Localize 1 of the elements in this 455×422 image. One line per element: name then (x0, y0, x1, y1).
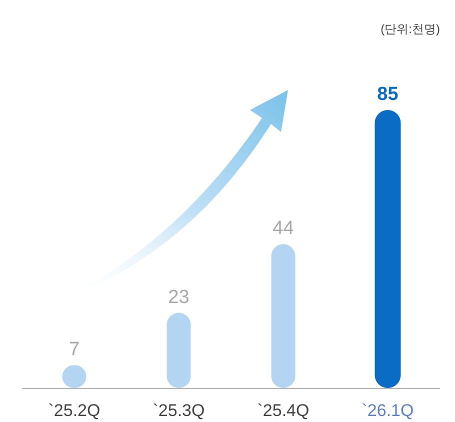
annotation: (단위:천명) (380, 22, 440, 36)
